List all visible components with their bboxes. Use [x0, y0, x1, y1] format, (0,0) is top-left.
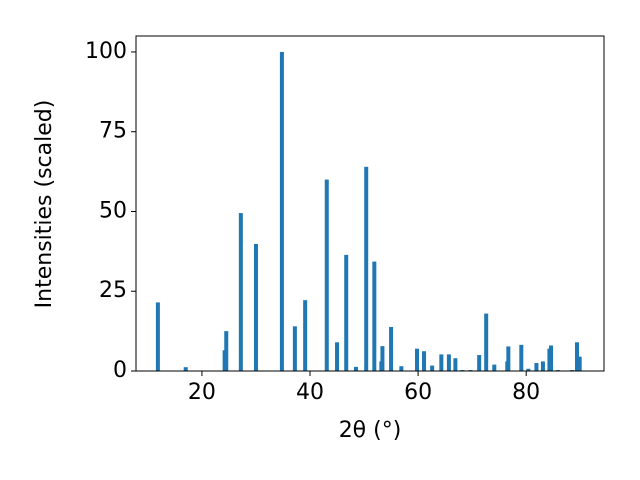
bar	[238, 213, 243, 371]
bar	[335, 342, 340, 371]
y-tick-label: 100	[85, 39, 127, 64]
bar	[372, 261, 377, 371]
x-axis-label: 2θ (°)	[339, 418, 402, 443]
bar	[574, 342, 579, 371]
bar	[540, 361, 545, 371]
bar	[324, 179, 329, 371]
x-tick-label: 80	[512, 380, 540, 405]
bar	[224, 331, 229, 371]
y-tick-label: 50	[99, 198, 127, 223]
bar	[577, 356, 582, 371]
bar	[422, 351, 427, 371]
x-tick-label: 20	[188, 380, 216, 405]
bar	[506, 346, 511, 371]
bar	[364, 166, 369, 371]
bar	[389, 326, 394, 371]
y-tick-label: 25	[99, 278, 127, 303]
bar	[526, 368, 531, 371]
bar	[292, 326, 297, 371]
bar	[484, 313, 489, 371]
bar	[279, 51, 284, 371]
bar	[430, 365, 435, 371]
bar	[477, 355, 482, 371]
y-axis-label: Intensities (scaled)	[32, 100, 57, 309]
bar	[380, 346, 385, 371]
bar	[446, 354, 451, 371]
y-tick-label: 75	[99, 119, 127, 144]
y-tick-label: 0	[113, 358, 127, 383]
bar	[519, 344, 524, 371]
bar	[415, 348, 420, 371]
bar	[549, 345, 554, 371]
plot-frame	[135, 35, 605, 372]
bar	[353, 366, 358, 371]
bar	[453, 358, 458, 371]
bar	[344, 254, 349, 371]
bar	[492, 364, 497, 371]
bar	[439, 354, 444, 371]
bar	[253, 244, 258, 371]
x-tick-label: 60	[404, 380, 432, 405]
x-tick-label: 40	[296, 380, 324, 405]
bar	[155, 302, 160, 371]
bar	[183, 367, 188, 371]
bar	[534, 363, 539, 371]
bar	[399, 366, 404, 371]
bar	[303, 300, 308, 371]
